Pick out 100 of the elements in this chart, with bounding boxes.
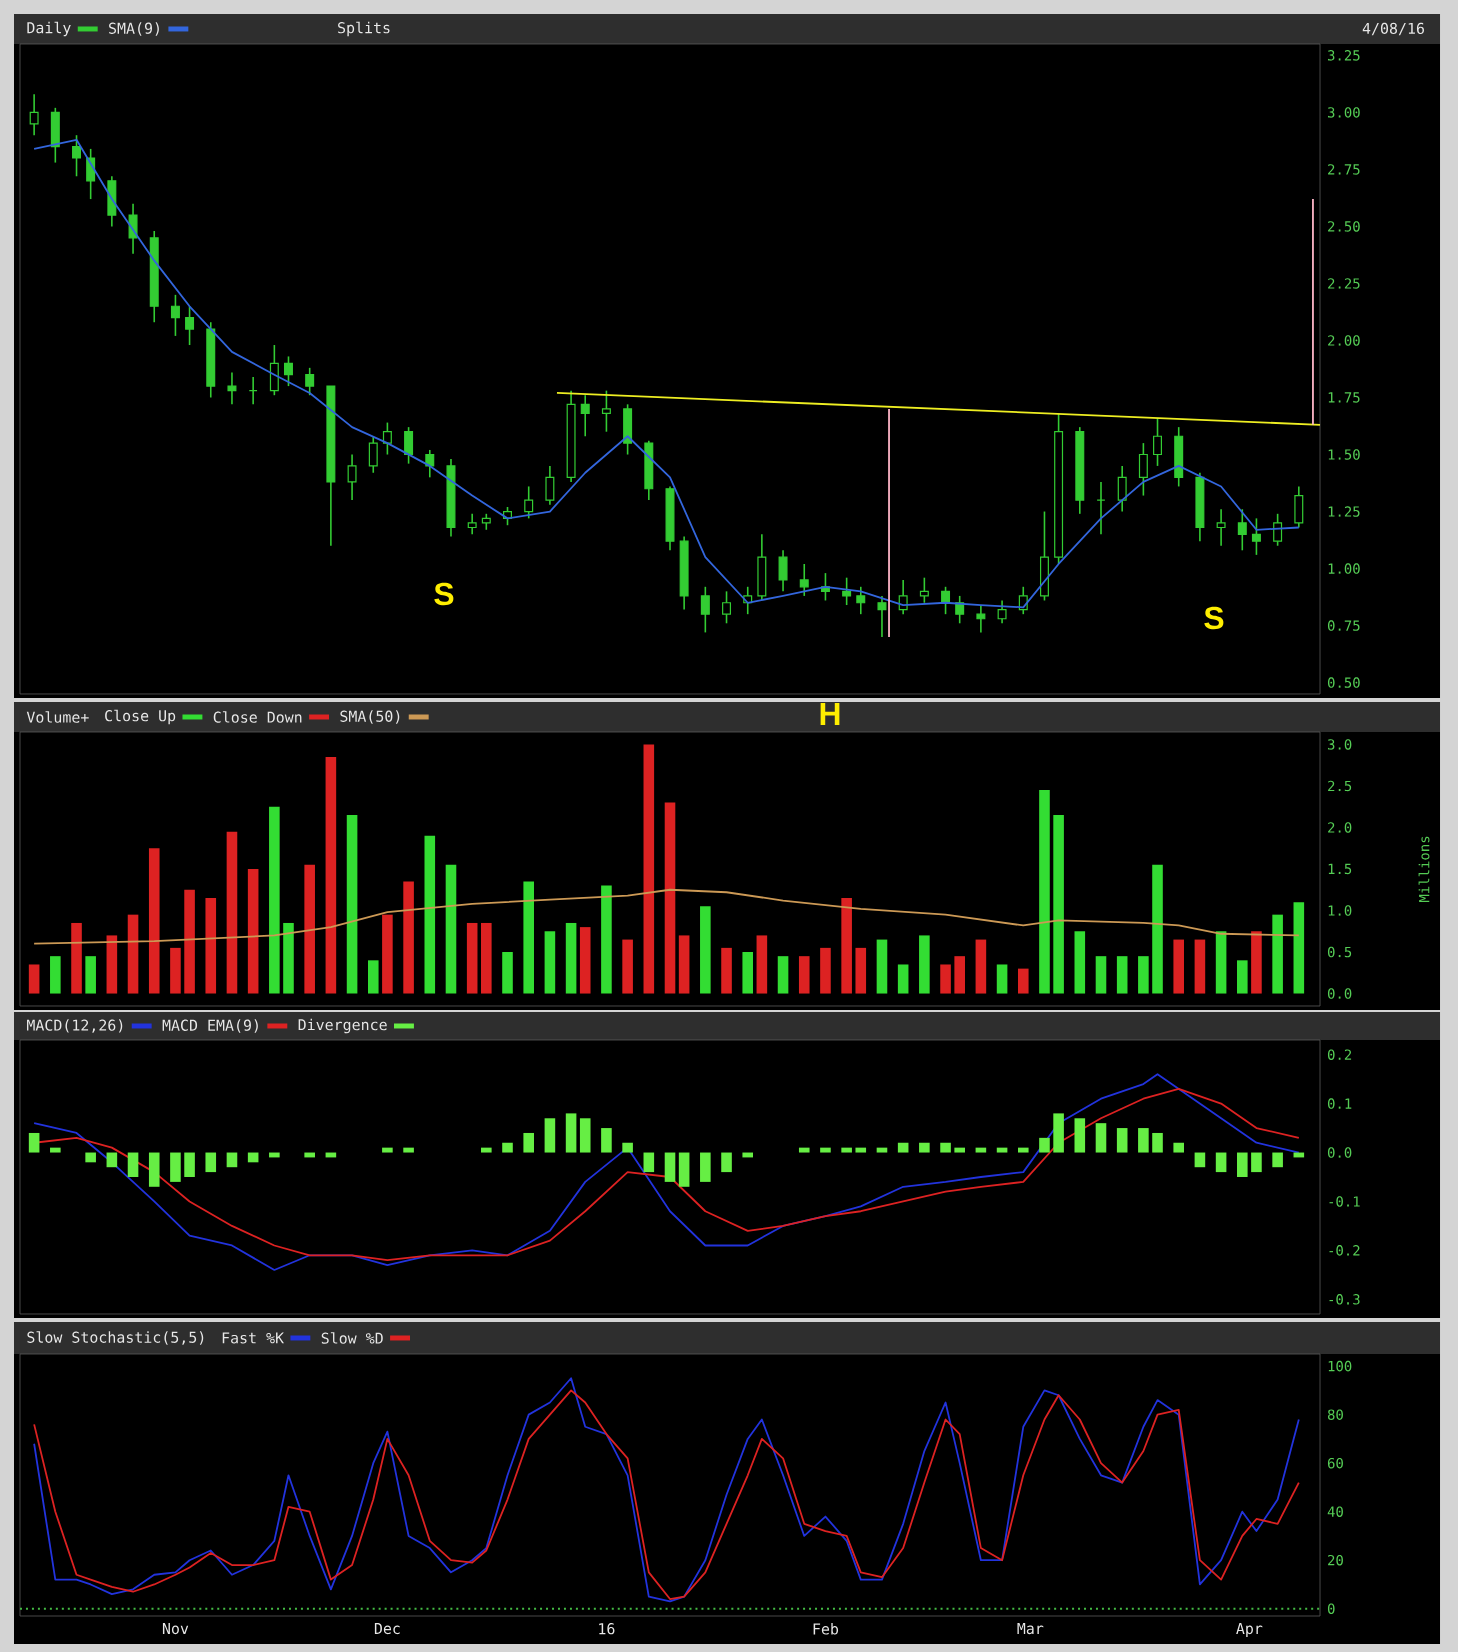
bar [721,1152,732,1173]
candlestick [700,586,710,634]
line-series [33,888,1300,945]
annotation: S [434,582,454,606]
bar [382,914,393,994]
candlestick [29,93,39,137]
bar [1173,939,1185,994]
candlestick [1216,508,1226,547]
bar [325,756,337,994]
bar [601,1128,612,1153]
candlestick [919,576,929,604]
bar [798,1147,810,1153]
bar [1194,1152,1206,1168]
bar [127,914,139,994]
candlestick [524,485,534,520]
candlestick [997,599,1007,625]
candlestick [1138,442,1148,497]
bar [876,1147,888,1153]
bar [1017,968,1029,994]
candlestick [269,344,279,397]
bar [565,1113,577,1153]
bar [742,952,754,994]
candlestick [170,294,180,337]
bar [579,1118,591,1153]
bar [28,1132,40,1153]
bar [820,947,831,994]
bar [756,935,768,994]
bar [919,1142,930,1153]
bar [798,956,810,994]
candlestick [227,371,237,406]
bar [523,881,534,994]
bar [664,1152,676,1182]
candlestick [382,421,392,456]
candlestick [976,604,986,634]
bar [897,1142,909,1153]
bar [403,881,414,994]
bar [424,835,436,994]
bar [85,1152,96,1163]
bar [1173,1142,1185,1153]
bar [1237,960,1248,994]
candlestick [757,533,767,602]
bar [382,1147,393,1153]
bar [1215,1152,1227,1173]
bar [1215,931,1227,994]
bar [523,1132,534,1153]
text: H [820,703,840,725]
candlestick [722,590,732,625]
candlestick [185,305,195,346]
bar [1194,939,1206,994]
bar [1272,914,1283,994]
annotation: S [1204,606,1224,630]
candlestick [1294,485,1304,529]
bar [544,1118,556,1153]
bar [601,885,612,994]
bar [996,1147,1008,1153]
candlestick [623,403,633,456]
candlestick [404,426,414,465]
bar [1251,931,1262,994]
candlestick [842,576,852,606]
bar [346,815,358,994]
bar [643,744,655,994]
candlestick [778,549,788,593]
bar [975,1147,987,1153]
bar [700,1152,711,1182]
bar [28,964,40,994]
bar [820,1147,831,1153]
candlestick [644,440,654,501]
bar [777,956,789,994]
candlestick [856,586,866,615]
bar [643,1152,655,1173]
candlestick [601,389,611,433]
bar [544,931,556,994]
bar [622,939,633,994]
bar [304,864,315,994]
candlestick [72,134,82,178]
bar [106,1152,118,1168]
bar [1293,902,1305,994]
bar [565,922,577,994]
candlestick [305,367,315,397]
bar [1116,1128,1128,1153]
bar [106,935,118,994]
bar [1074,931,1086,994]
candlestick [1251,517,1261,556]
candlestick [283,355,293,387]
candlestick [1174,426,1184,488]
bar [700,906,711,994]
bar [148,1152,160,1187]
bar [226,831,238,994]
bar [579,927,591,994]
bar [85,956,96,994]
candlestick [467,513,477,536]
line-series [33,138,1300,609]
bar [1095,956,1107,994]
bar [678,1152,690,1187]
bar [481,1147,492,1153]
bar [481,922,492,994]
candlestick [1237,508,1247,552]
bar [1095,1123,1107,1153]
candlestick [1153,417,1162,467]
candlestick [799,563,809,597]
